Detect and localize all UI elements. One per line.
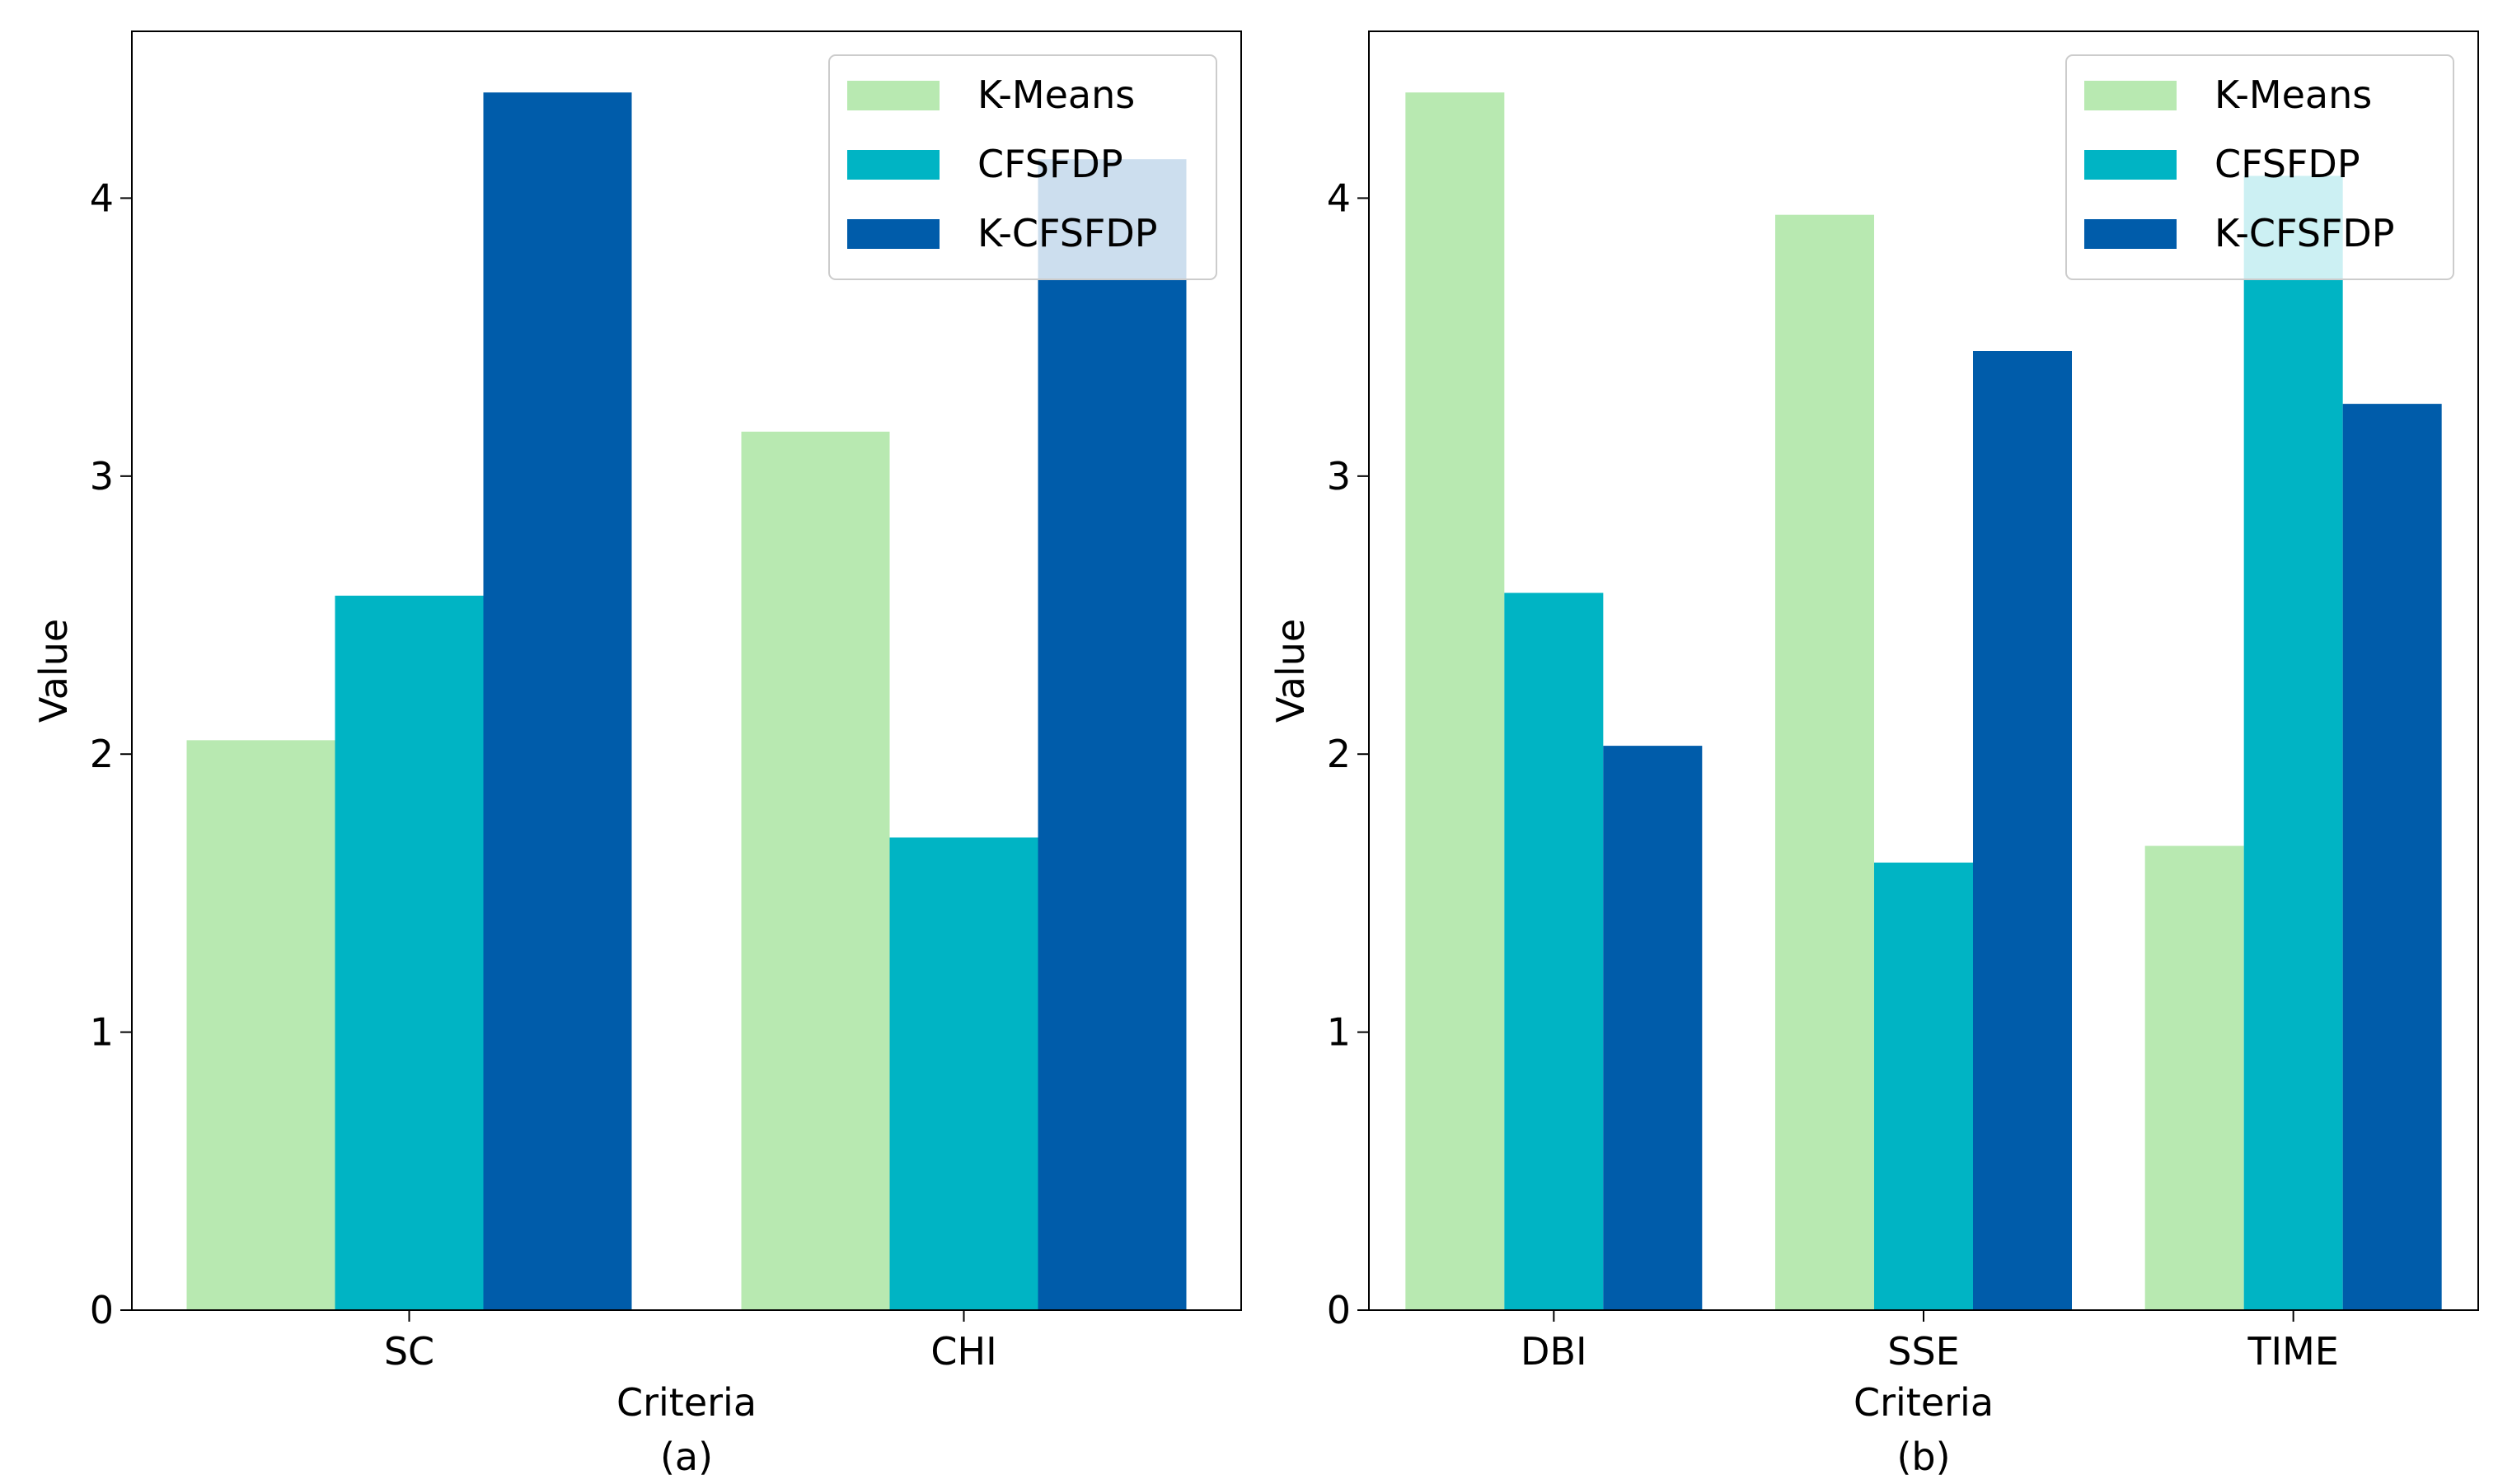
panel-b-legend-label: CFSFDP xyxy=(2214,142,2360,186)
panel-a-bar-k-means-sc xyxy=(186,740,335,1310)
panel-a-xlabel: Criteria xyxy=(616,1380,757,1425)
panel-b-xtick-label: TIME xyxy=(2247,1329,2338,1374)
panel-b-panel-label: (b) xyxy=(1896,1435,1950,1479)
panel-b-ytick-label: 0 xyxy=(1327,1288,1351,1332)
panel-b-legend-label: K-CFSFDP xyxy=(2214,211,2395,255)
panel-a-axes-frame xyxy=(131,30,1242,1311)
panel-a-legend-swatch-k-cfsfdp xyxy=(847,219,940,249)
panel-a-bar-k-cfsfdp-sc xyxy=(483,92,632,1311)
panel-a-bar-k-cfsfdp-chi xyxy=(1038,159,1187,1311)
panel-b-bar-k-cfsfdp-sse xyxy=(1973,351,2072,1310)
panel-b-ytick-label: 3 xyxy=(1327,454,1351,499)
panel-b-ytick-label: 4 xyxy=(1327,176,1351,220)
panel-a-legend-label: K-Means xyxy=(977,73,1135,117)
panel-b-legend-swatch-cfsfdp xyxy=(2084,150,2177,180)
panel-b-ytick-label: 1 xyxy=(1327,1010,1351,1055)
panel-a-ytick-label: 3 xyxy=(90,454,114,499)
panel-a-bar-cfsfdp-chi xyxy=(889,837,1038,1310)
panel-a-ytick-label: 4 xyxy=(90,176,114,220)
panel-b-bar-cfsfdp-dbi xyxy=(1504,592,1604,1310)
panel-b-bar-k-means-time xyxy=(2144,845,2244,1310)
panel-b-bar-cfsfdp-time xyxy=(2243,176,2343,1310)
panel-a-bar-k-means-chi xyxy=(741,431,890,1310)
panel-a-ylabel: Value xyxy=(31,619,76,723)
panel-a-panel-label: (a) xyxy=(660,1435,713,1479)
panel-b-bar-cfsfdp-sse xyxy=(1874,862,1973,1310)
panel-b-xlabel: Criteria xyxy=(1854,1380,1994,1425)
panel-a-legend-label: K-CFSFDP xyxy=(977,211,1158,255)
panel-b-bar-k-cfsfdp-dbi xyxy=(1603,746,1703,1310)
panel-b-legend-label: K-Means xyxy=(2214,73,2372,117)
panel-a-bar-cfsfdp-sc xyxy=(335,595,484,1310)
panel-b-legend-swatch-k-cfsfdp xyxy=(2084,219,2177,249)
panel-a-xtick-label: CHI xyxy=(930,1329,996,1374)
panel-a-legend-swatch-cfsfdp xyxy=(847,150,940,180)
panel-a-legend-swatch-k-means xyxy=(847,81,940,110)
panel-b-xtick-label: DBI xyxy=(1521,1329,1587,1374)
panel-b-ylabel: Value xyxy=(1268,619,1313,723)
panel-b-legend-swatch-k-means xyxy=(2084,81,2177,110)
panel-a-ytick-label: 0 xyxy=(90,1288,114,1332)
panel-b-bar-k-cfsfdp-time xyxy=(2342,404,2442,1310)
panel-b-bar-k-means-sse xyxy=(1775,214,1874,1311)
panel-a-ytick-label: 2 xyxy=(90,732,114,776)
panel-b-xtick-label: SSE xyxy=(1887,1329,1959,1374)
panel-a-legend-label: CFSFDP xyxy=(977,142,1123,186)
panel-b-bar-k-means-dbi xyxy=(1405,92,1505,1311)
panel-a-ytick-label: 1 xyxy=(90,1010,114,1055)
panel-a-xtick-label: SC xyxy=(384,1329,434,1374)
panel-b-ytick-label: 2 xyxy=(1327,732,1351,776)
